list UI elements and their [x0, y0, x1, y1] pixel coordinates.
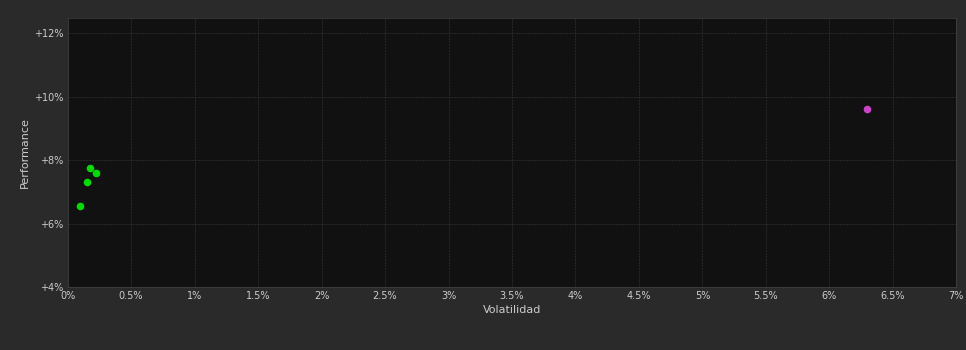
Point	[79, 180, 95, 185]
Point	[72, 203, 88, 209]
Point	[88, 170, 103, 176]
Point	[860, 107, 875, 112]
Y-axis label: Performance: Performance	[19, 117, 30, 188]
Point	[83, 165, 99, 171]
X-axis label: Volatilidad: Volatilidad	[483, 305, 541, 315]
